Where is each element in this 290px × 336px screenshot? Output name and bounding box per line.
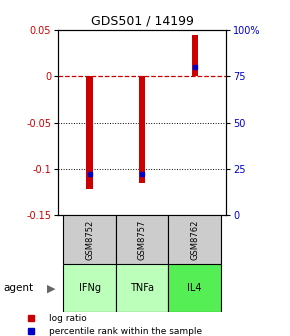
Text: log ratio: log ratio (49, 314, 87, 323)
Text: agent: agent (3, 283, 33, 293)
FancyBboxPatch shape (168, 215, 221, 264)
Text: IL4: IL4 (187, 283, 202, 293)
Text: GSM8757: GSM8757 (137, 219, 147, 260)
FancyBboxPatch shape (63, 215, 116, 264)
Bar (191, 35, 198, 77)
Text: ▶: ▶ (46, 283, 55, 293)
Text: GSM8762: GSM8762 (190, 219, 199, 260)
Bar (86, 77, 93, 189)
FancyBboxPatch shape (116, 264, 168, 312)
Text: percentile rank within the sample: percentile rank within the sample (49, 327, 202, 336)
FancyBboxPatch shape (116, 215, 168, 264)
FancyBboxPatch shape (63, 264, 116, 312)
Text: TNFa: TNFa (130, 283, 154, 293)
FancyBboxPatch shape (168, 264, 221, 312)
Title: GDS501 / 14199: GDS501 / 14199 (91, 15, 193, 28)
Text: IFNg: IFNg (79, 283, 101, 293)
Bar (139, 77, 145, 183)
Text: GSM8752: GSM8752 (85, 219, 94, 259)
